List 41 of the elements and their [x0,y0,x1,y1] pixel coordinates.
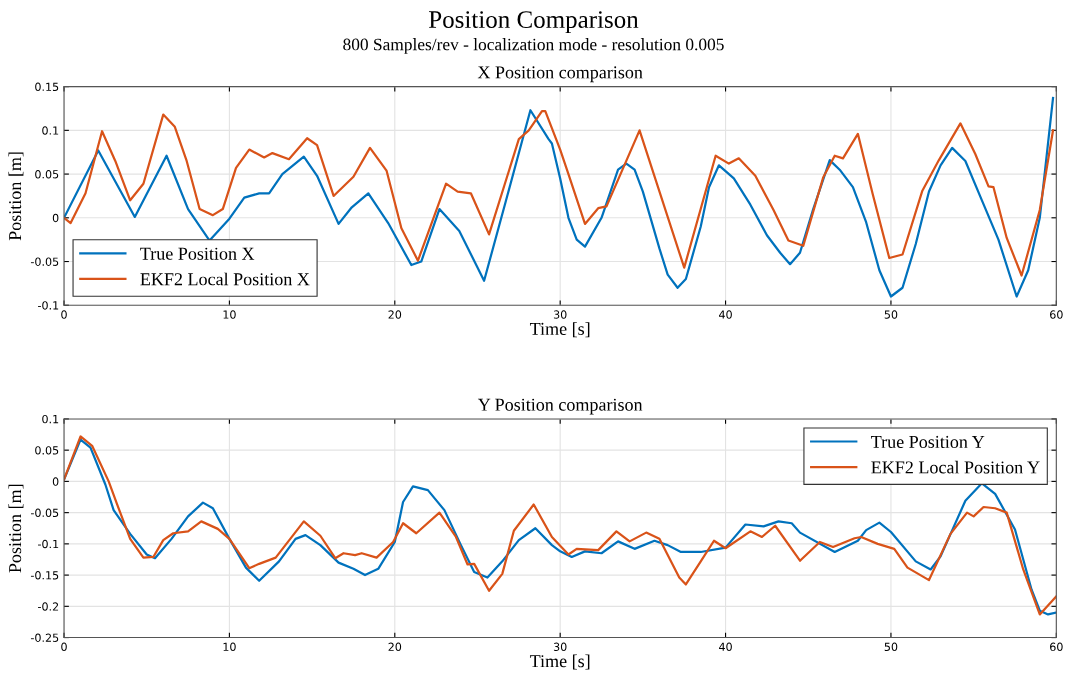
y-tick-label: 0.1 [42,414,59,424]
x-tick-label: 20 [388,642,402,652]
x-tick-label: 10 [223,310,236,319]
x-tick-label: 0 [61,642,67,652]
x-tick-label: 60 [1050,642,1063,652]
legend-label: EKF2 Local Position Y [871,460,1040,474]
y-tick-label: -0.1 [38,301,59,310]
legend-label: True Position Y [871,435,985,448]
y-tick-label: -0.1 [38,539,59,549]
x-tick-label: 30 [553,642,567,652]
y-tick-label: -0.05 [30,257,59,266]
text: Position Comparison [429,11,639,34]
y-axis-title: Position [m] [8,484,24,573]
x-axis-title: Time [s] [529,654,590,670]
legend-label: True Position X [140,247,255,260]
x-tick-label: 0 [61,310,67,319]
text: 800 Samples/rev - localization mode - resolution 0.005 [343,38,724,54]
chart-title: X Position comparison [477,66,643,83]
x-tick-label: 30 [553,310,567,319]
y-tick-label: 0.15 [35,82,59,91]
y-tick-label: -0.25 [30,633,59,642]
x-axis-title: Time [s] [529,322,590,338]
y-tick-label: 0.05 [35,446,59,455]
x-tick-label: 40 [719,642,732,652]
y-tick-label: -0.05 [30,508,59,518]
x-tick-label: 20 [388,310,402,319]
y-tick-label: -0.15 [30,571,59,580]
x-tick-label: 10 [223,642,236,652]
chart-title: Y Position comparison [477,398,643,415]
y-tick-label: 0 [52,213,59,223]
y-tick-label: 0.1 [42,126,59,135]
x-tick-label: 60 [1050,310,1063,319]
y-axis-title: Position [m] [8,152,24,241]
line-series [64,96,1055,298]
x-tick-label: 50 [884,310,898,319]
x-tick-label: 40 [719,310,732,319]
x-tick-label: 50 [884,642,898,652]
y-tick-label: -0.2 [38,602,59,611]
legend-label: EKF2 Local Position X [140,272,310,286]
y-tick-label: 0 [52,477,59,486]
y-tick-label: 0.05 [35,170,59,179]
